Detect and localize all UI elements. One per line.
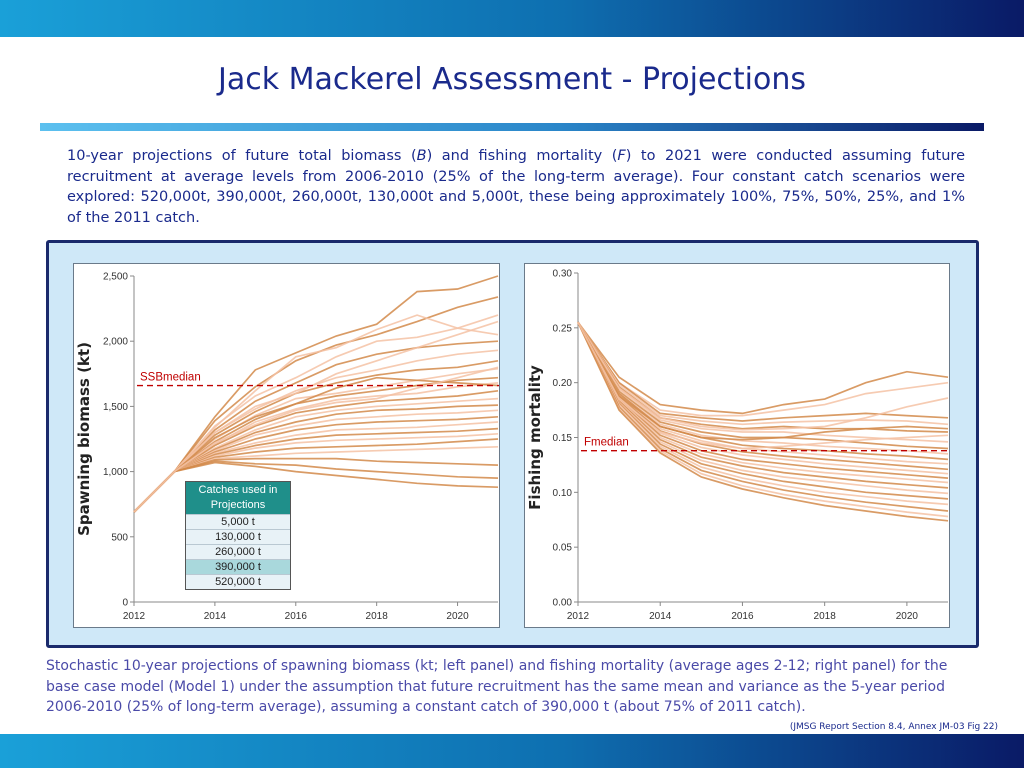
trajectory-line-4	[577, 321, 949, 426]
y-tick-label: 1,000	[103, 467, 128, 478]
trajectory-line-18	[577, 321, 949, 506]
trajectory-lines	[577, 321, 949, 522]
trajectory-line-21	[577, 321, 949, 522]
intro-biomass-symbol: B	[416, 148, 427, 164]
y-tick-label: 0.30	[553, 269, 573, 280]
trajectory-line-15	[577, 321, 949, 489]
intro-mortality-symbol: F	[617, 148, 626, 164]
y-tick-label: 0.05	[553, 543, 573, 554]
fishing-mortality-chart: 0.00 0.05 0.10 0.15 0.20 0.25 0.30 2012 2014 2016…	[524, 263, 950, 628]
intro-text-2: ) and fishing mortality (	[426, 148, 618, 164]
x-tick-label: 2020	[446, 611, 469, 622]
legend-item-130000t: 130,000 t	[186, 529, 290, 544]
trajectory-line-14	[577, 321, 949, 484]
y-tick-label: 500	[111, 532, 128, 543]
trajectory-line-24	[133, 320, 499, 513]
trajectory-line-22	[577, 321, 949, 431]
trajectory-line-1	[577, 321, 949, 415]
trajectory-line-16	[577, 321, 949, 495]
x-tick-label: 2018	[366, 611, 389, 622]
reference-line-label: SSBmedian	[140, 372, 201, 384]
title-rule	[40, 123, 984, 131]
legend-item-390000t-selected: 390,000 t	[186, 559, 290, 574]
trajectory-line-22	[133, 461, 499, 513]
trajectory-line-23	[133, 314, 499, 513]
fishing-mortality-plot: 0.00 0.05 0.10 0.15 0.20 0.25 0.30 2012 2014 2016…	[526, 269, 949, 622]
y-tick-label: 0.25	[553, 323, 573, 334]
trajectory-lines	[133, 275, 499, 513]
x-tick-label: 2020	[896, 611, 919, 622]
x-tick-label: 2012	[123, 611, 146, 622]
legend-title: Catches used in Projections	[186, 482, 290, 514]
legend-item-520000t: 520,000 t	[186, 574, 290, 589]
trajectory-line-20	[577, 321, 949, 518]
y-axis-title: Fishing mortality	[526, 365, 544, 510]
trajectory-line-2	[577, 321, 949, 417]
trajectory-line-11	[577, 321, 949, 471]
trajectory-line-10	[133, 389, 499, 513]
top-gradient-band	[0, 0, 1024, 37]
y-tick-label: 2,000	[103, 337, 128, 348]
source-citation: (JMSG Report Section 8.4, Annex JM-03 Fi…	[789, 722, 998, 732]
trajectory-line-3	[577, 321, 949, 422]
x-tick-label: 2014	[649, 611, 672, 622]
trajectory-line-6	[133, 359, 499, 513]
x-tick-label: 2018	[814, 611, 837, 622]
y-tick-label: 0.10	[553, 488, 573, 499]
x-tick-label: 2012	[567, 611, 590, 622]
y-tick-label: 0.20	[553, 378, 573, 389]
y-tick-label: 0.15	[553, 433, 573, 444]
trajectory-line-1	[133, 275, 499, 513]
trajectory-line-26	[133, 366, 499, 513]
y-tick-label: 0.00	[553, 598, 573, 609]
trajectory-line-7	[577, 321, 949, 450]
slide-title: Jack Mackerel Assessment - Projections	[218, 62, 806, 97]
trajectory-line-8	[577, 321, 949, 455]
x-tick-label: 2016	[731, 611, 754, 622]
trajectory-line-19	[577, 321, 949, 512]
y-tick-label: 1,500	[103, 402, 128, 413]
spawning-biomass-plot: 0 500 1,000 1,500 2,000 2,500 2012 2014 2016 2018…	[75, 272, 499, 622]
trajectory-line-17	[577, 321, 949, 500]
catch-legend-table: Catches used in Projections 5,000 t 130,…	[185, 481, 291, 590]
trajectory-line-4	[133, 340, 499, 513]
bottom-gradient-band	[0, 734, 1024, 768]
legend-item-5000t: 5,000 t	[186, 514, 290, 529]
trajectory-line-13	[577, 321, 949, 479]
trajectory-line-24	[577, 321, 949, 450]
y-tick-label: 0	[122, 598, 128, 609]
intro-text-3: ) to 2021 were conducted assuming future…	[67, 148, 965, 226]
y-tick-label: 2,500	[103, 272, 128, 283]
trajectory-line-23	[577, 321, 949, 441]
x-tick-label: 2014	[204, 611, 227, 622]
intro-paragraph: 10-year projections of future total biom…	[67, 146, 965, 228]
reference-line-label: Fmedian	[584, 437, 629, 449]
figure-caption: Stochastic 10-year projections of spawni…	[46, 658, 948, 715]
x-tick-label: 2016	[285, 611, 308, 622]
y-axis-title: Spawning biomass (kt)	[75, 342, 93, 536]
legend-item-260000t: 260,000 t	[186, 544, 290, 559]
intro-text-1: 10-year projections of future total biom…	[67, 148, 417, 164]
trajectory-line-25	[133, 376, 499, 513]
